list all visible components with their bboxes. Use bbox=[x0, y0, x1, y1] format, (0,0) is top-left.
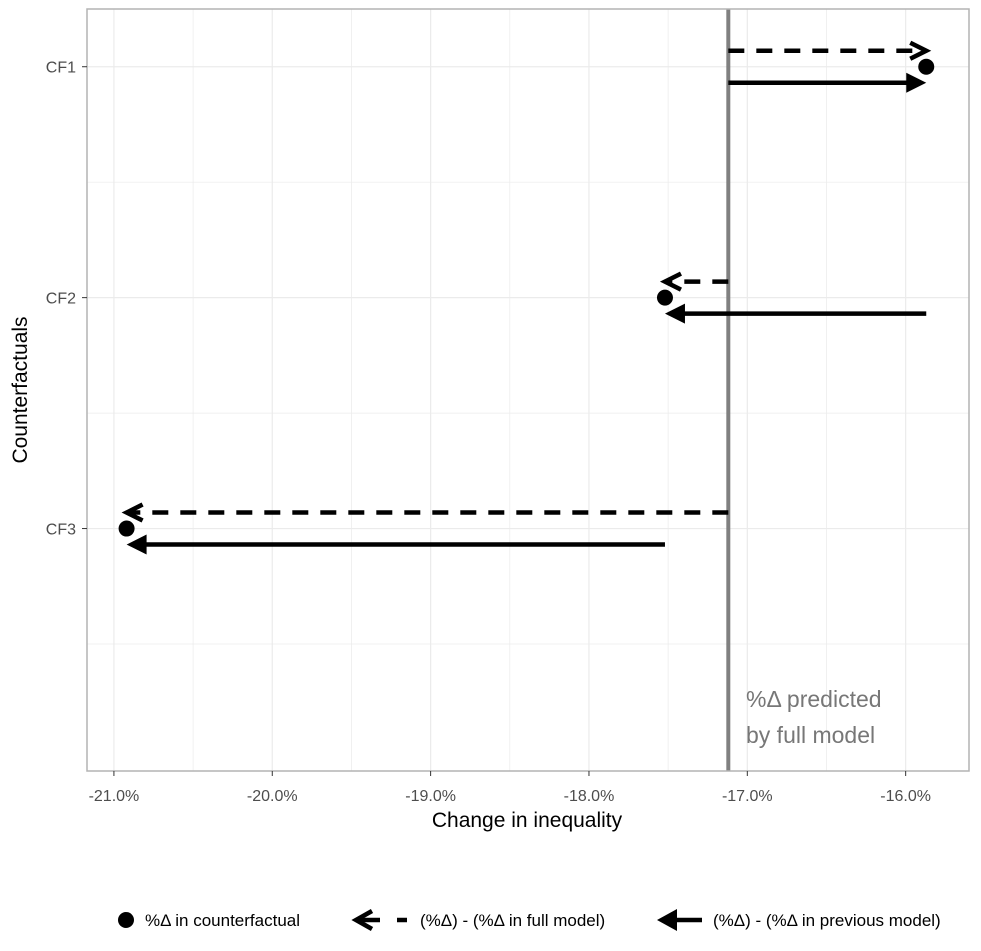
legend-point-icon bbox=[118, 912, 134, 928]
arrow-full-model-cf1 bbox=[728, 40, 932, 61]
arrow-head bbox=[659, 271, 682, 292]
reference-label-line2: by full model bbox=[746, 722, 875, 748]
x-tick-label: -19.0% bbox=[405, 788, 456, 805]
x-axis-title: Change in inequality bbox=[432, 809, 623, 832]
x-tick-label: -21.0% bbox=[89, 788, 140, 805]
y-tick-label: CF1 bbox=[46, 60, 76, 77]
grid-lines bbox=[87, 9, 969, 771]
x-axis-ticks: -21.0% -20.0% -19.0% -18.0% -17.0% -16.0% bbox=[89, 771, 931, 805]
legend-label-solid-arrow: (%Δ) - (%Δ in previous model) bbox=[713, 911, 941, 930]
legend-solid-arrow-head bbox=[657, 909, 677, 931]
legend-key-point bbox=[118, 912, 134, 928]
arrow-previous-model-cf1 bbox=[728, 72, 927, 93]
legend-key-dashed-arrow bbox=[351, 909, 407, 931]
arrow-full-model-cf3 bbox=[121, 502, 729, 523]
x-tick-label: -20.0% bbox=[247, 788, 298, 805]
arrow-head bbox=[126, 534, 147, 555]
x-tick-label: -16.0% bbox=[880, 788, 931, 805]
x-tick-label: -17.0% bbox=[722, 788, 773, 805]
arrow-head bbox=[121, 502, 144, 523]
legend-label-point: %Δ in counterfactual bbox=[145, 911, 300, 930]
arrow-previous-model-cf2 bbox=[664, 303, 927, 324]
x-tick-label: -18.0% bbox=[564, 788, 615, 805]
panel-border bbox=[86, 8, 970, 772]
arrow-full-model-cf2 bbox=[659, 271, 729, 292]
legend-label-dashed-arrow: (%Δ) - (%Δ in full model) bbox=[420, 911, 605, 930]
point-cf1 bbox=[918, 58, 935, 75]
arrow-previous-model-cf3 bbox=[126, 534, 665, 555]
arrow-head bbox=[664, 303, 685, 324]
y-tick-label: CF3 bbox=[46, 522, 76, 539]
y-axis-title: Counterfactuals bbox=[9, 316, 32, 463]
y-tick-label: CF2 bbox=[46, 291, 76, 308]
legend-dashed-arrow-head bbox=[351, 909, 374, 931]
legend-key-solid-arrow bbox=[657, 909, 702, 931]
legend: %Δ in counterfactual (%Δ) - (%Δ in full … bbox=[118, 909, 941, 931]
reference-label: %Δ predicted bbox=[746, 686, 882, 712]
point-cf2 bbox=[656, 289, 673, 306]
y-axis-ticks: CF1 CF2 CF3 bbox=[46, 60, 87, 539]
arrow-head bbox=[906, 72, 927, 93]
data-marks bbox=[118, 40, 935, 555]
arrow-head bbox=[909, 40, 932, 61]
point-cf3 bbox=[118, 520, 135, 537]
